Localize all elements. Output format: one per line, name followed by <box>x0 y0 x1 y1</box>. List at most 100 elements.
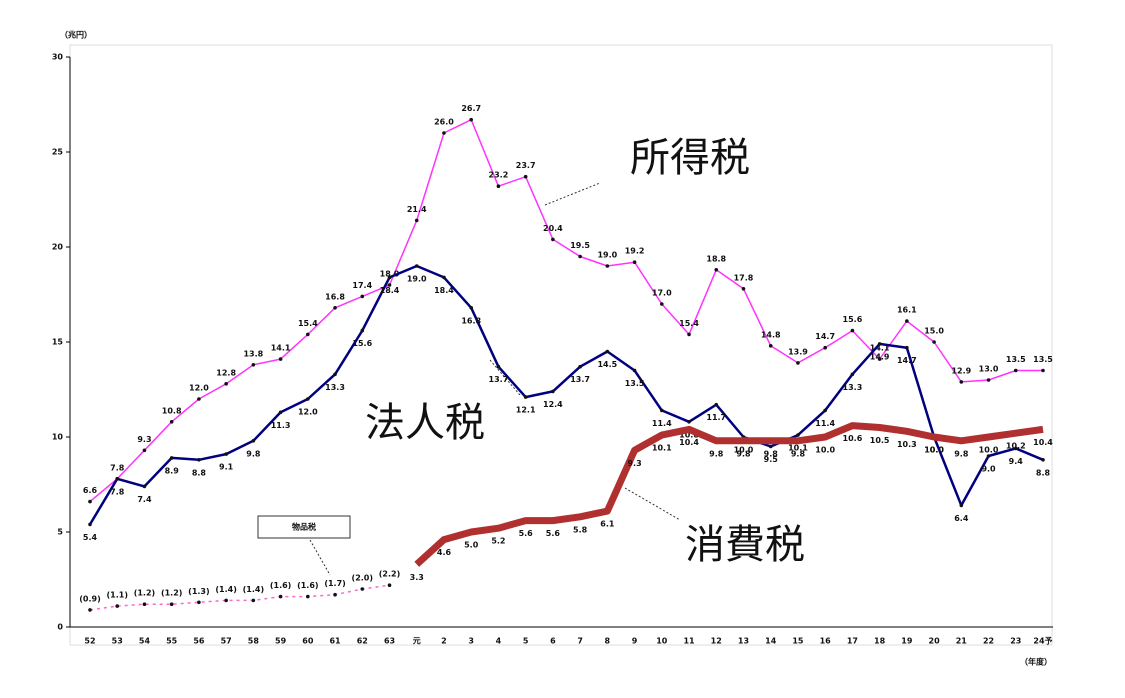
y-tick-label: 25 <box>52 148 64 157</box>
y-tick-label: 0 <box>57 623 63 632</box>
data-label: 9.8 <box>764 449 779 458</box>
data-label: 13.5 <box>1033 355 1053 364</box>
data-label: 14.8 <box>761 330 781 339</box>
point <box>115 604 120 608</box>
data-label: 10.0 <box>924 446 944 455</box>
data-label: 4.6 <box>437 548 452 557</box>
point <box>796 361 800 365</box>
point <box>442 275 446 280</box>
x-tick-label: 5 <box>523 637 529 646</box>
data-label: 15.4 <box>298 319 318 328</box>
x-tick-label: 61 <box>329 637 341 646</box>
point <box>142 484 147 489</box>
point <box>197 458 201 462</box>
point <box>687 420 691 424</box>
data-label: 9.8 <box>246 449 261 458</box>
x-tick-label: 13 <box>738 637 749 646</box>
point <box>414 264 419 268</box>
point <box>687 332 691 337</box>
point <box>959 503 964 508</box>
point <box>333 592 337 597</box>
point <box>741 287 746 291</box>
x-tick-label: 63 <box>384 637 395 646</box>
x-tick-label: 52 <box>84 637 95 646</box>
leader <box>544 182 601 206</box>
series-annotation: 物品税 <box>292 522 316 532</box>
data-label: 13.5 <box>1006 355 1026 364</box>
data-label: 10.2 <box>1006 442 1026 451</box>
data-label: 10.1 <box>788 444 808 453</box>
point <box>224 452 228 456</box>
point <box>169 456 174 460</box>
data-label: (1.2) <box>161 589 182 598</box>
point <box>823 408 827 413</box>
x-tick-label: 53 <box>112 637 123 646</box>
point <box>986 454 991 458</box>
data-label: 19.0 <box>597 251 617 260</box>
point <box>1041 458 1045 462</box>
point <box>1041 368 1045 373</box>
data-label: 19.5 <box>570 241 590 250</box>
series-line <box>414 422 1044 567</box>
data-label: 6.4 <box>954 514 969 523</box>
x-tick-label: 4 <box>496 637 502 646</box>
point <box>306 332 310 337</box>
data-label: 10.0 <box>979 446 999 455</box>
x-tick-label: 22 <box>983 637 994 646</box>
data-label: 15.6 <box>843 315 863 324</box>
point <box>578 254 582 259</box>
data-label: 14.7 <box>897 356 917 365</box>
data-label: 13.0 <box>979 365 999 374</box>
x-tick-label: 元 <box>413 637 421 646</box>
point <box>306 594 310 599</box>
point <box>251 363 256 367</box>
data-label: 14.5 <box>597 360 617 369</box>
point <box>142 448 147 453</box>
x-tick-label: 14 <box>765 637 777 646</box>
data-label: 10.0 <box>815 446 835 455</box>
data-label: 13.8 <box>243 349 263 358</box>
data-label: 19.0 <box>407 275 427 284</box>
data-label: (1.1) <box>106 591 127 600</box>
point <box>224 598 228 603</box>
point <box>88 522 92 527</box>
data-label: 16.8 <box>461 316 481 325</box>
data-label: 7.8 <box>110 463 125 472</box>
data-label: 17.8 <box>734 273 754 282</box>
point <box>986 378 991 382</box>
point <box>905 319 909 323</box>
data-label: 10.8 <box>162 406 182 415</box>
data-label: 10.4 <box>679 438 699 447</box>
point <box>905 345 909 350</box>
x-tick-label: 21 <box>956 637 968 646</box>
data-label: 7.8 <box>110 487 125 496</box>
point <box>142 602 147 606</box>
point <box>578 364 582 369</box>
data-label: 16.1 <box>897 306 917 315</box>
x-tick-label: 3 <box>468 637 474 646</box>
data-label: 18.4 <box>434 286 454 295</box>
x-tick-label: 56 <box>193 637 205 646</box>
point <box>551 237 555 242</box>
plot-frame <box>69 44 1053 646</box>
data-label: (1.7) <box>324 579 345 588</box>
data-label: 9.3 <box>137 435 151 444</box>
data-label: 5.6 <box>546 529 561 538</box>
data-label: 15.6 <box>352 339 372 348</box>
x-tick-label: 60 <box>302 637 314 646</box>
data-label: 13.3 <box>325 383 345 392</box>
point <box>169 602 174 606</box>
data-label: 11.4 <box>652 419 672 428</box>
point <box>414 218 419 223</box>
point <box>1013 368 1018 373</box>
point <box>469 117 474 122</box>
point <box>169 420 174 424</box>
data-label: 10.6 <box>843 434 863 443</box>
point <box>224 382 228 386</box>
point <box>768 444 773 449</box>
data-label: 12.1 <box>516 406 536 415</box>
point <box>360 294 365 299</box>
data-label: 3.3 <box>410 573 424 582</box>
data-label: 14.9 <box>870 352 890 361</box>
